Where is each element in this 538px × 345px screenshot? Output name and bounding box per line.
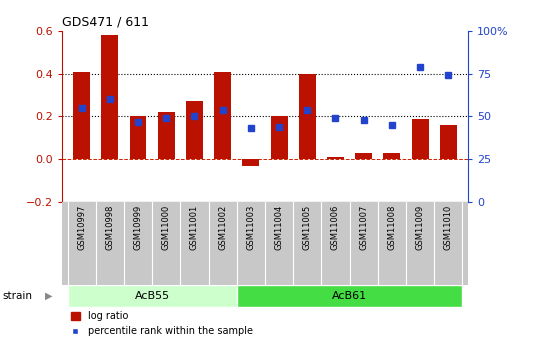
- Text: AcB61: AcB61: [332, 291, 367, 301]
- Text: GSM11008: GSM11008: [387, 204, 397, 250]
- Bar: [440, 125, 457, 159]
- Bar: [73, 72, 90, 159]
- Text: GSM11000: GSM11000: [162, 204, 171, 249]
- Bar: [67, 285, 237, 307]
- Text: GSM11009: GSM11009: [416, 204, 424, 249]
- Bar: [130, 117, 146, 159]
- Bar: [237, 285, 463, 307]
- Text: ▶: ▶: [45, 291, 52, 301]
- Text: GSM11010: GSM11010: [444, 204, 453, 249]
- Legend: log ratio, percentile rank within the sample: log ratio, percentile rank within the sa…: [67, 307, 257, 340]
- Text: GSM11003: GSM11003: [246, 204, 256, 250]
- Text: GSM10998: GSM10998: [105, 204, 114, 250]
- Bar: [327, 157, 344, 159]
- Text: GSM11001: GSM11001: [190, 204, 199, 249]
- Text: strain: strain: [3, 291, 33, 301]
- Bar: [355, 153, 372, 159]
- Text: GSM11004: GSM11004: [274, 204, 284, 249]
- Text: GSM11006: GSM11006: [331, 204, 340, 250]
- Text: GSM10997: GSM10997: [77, 204, 86, 250]
- Bar: [158, 112, 175, 159]
- Text: GSM11007: GSM11007: [359, 204, 368, 250]
- Text: GSM10999: GSM10999: [133, 204, 143, 249]
- Text: GDS471 / 611: GDS471 / 611: [62, 16, 149, 29]
- Text: GSM11005: GSM11005: [303, 204, 312, 249]
- Text: GSM11002: GSM11002: [218, 204, 227, 249]
- Bar: [101, 35, 118, 159]
- Bar: [299, 74, 316, 159]
- Text: AcB55: AcB55: [134, 291, 169, 301]
- Bar: [186, 101, 203, 159]
- Bar: [243, 159, 259, 166]
- Bar: [384, 153, 400, 159]
- Bar: [271, 117, 287, 159]
- Bar: [214, 72, 231, 159]
- Bar: [412, 119, 429, 159]
